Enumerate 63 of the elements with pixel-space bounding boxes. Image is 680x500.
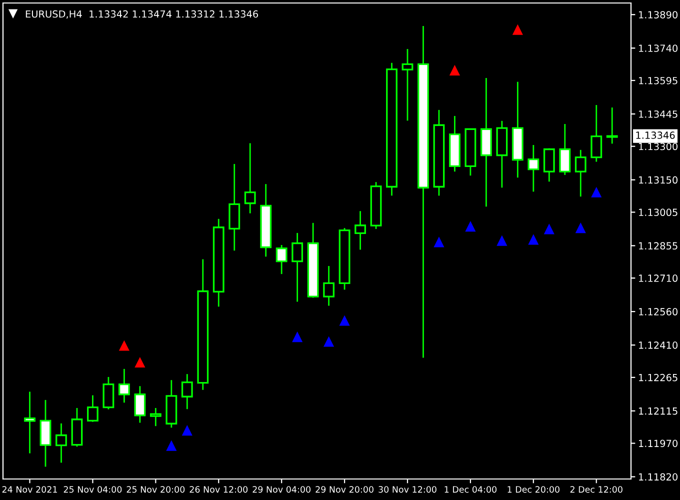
y-tick-label: 1.13150 (639, 176, 678, 184)
y-tick-label: 1.12560 (639, 308, 678, 316)
point (497, 236, 507, 246)
candlestick (244, 142, 256, 214)
candlestick (292, 232, 304, 302)
x-tick-label: 25 Nov 20:00 (126, 486, 185, 493)
candlestick (87, 394, 98, 423)
y-tick-label: 1.13740 (639, 44, 678, 52)
point (182, 426, 192, 436)
y-tick-label: 1.11820 (639, 473, 678, 481)
candlestick (402, 48, 414, 122)
point (340, 316, 350, 326)
x-tick-label: 30 Nov 12:00 (378, 486, 436, 493)
candlestick (574, 149, 586, 198)
point (292, 332, 302, 342)
text: 1.13346 (636, 132, 675, 139)
candlestick (528, 144, 540, 192)
candlestick (150, 407, 162, 427)
candlestick (102, 376, 114, 410)
x-tick-label: 29 Nov 20:00 (316, 486, 374, 493)
y-tick-label: 1.13005 (639, 208, 678, 216)
x-tick-label: 24 Nov 2021 (2, 486, 57, 493)
x-tick-label: 26 Nov 12:00 (190, 486, 248, 493)
point (544, 224, 554, 234)
candlestick (354, 210, 366, 250)
y-tick-label: 1.13445 (639, 110, 678, 118)
point (135, 358, 145, 368)
point (512, 25, 523, 35)
candlestick (543, 148, 555, 182)
candlestick (134, 385, 146, 424)
candlestick (24, 391, 36, 454)
x-tick-label: 2 Dec 12:00 (570, 486, 622, 493)
point (592, 188, 602, 198)
text: EURUSD,H4 1.13342 1.13474 1.13312 1.13346 (26, 10, 258, 19)
candlestick (118, 368, 130, 404)
point (324, 337, 334, 347)
y-tick-label: 1.13890 (639, 11, 678, 18)
y-tick-label: 1.12115 (639, 407, 678, 415)
point (576, 223, 586, 234)
candlestick (56, 422, 67, 464)
y-tick-label: 1.11970 (639, 440, 678, 448)
point (528, 235, 538, 245)
candlestick (181, 373, 193, 410)
candlestick (276, 244, 288, 275)
x-tick-label: 1 Dec 04:00 (444, 486, 497, 493)
candlestick (559, 123, 571, 176)
point (166, 441, 176, 451)
y-tick-label: 1.13595 (639, 76, 678, 84)
point (119, 341, 130, 351)
point (466, 222, 476, 232)
x-tick-label: 29 Nov 04:00 (252, 486, 310, 493)
candlestick (606, 106, 618, 144)
y-tick-label: 1.13300 (639, 142, 678, 150)
point (434, 237, 444, 248)
y-tick-label: 1.12855 (639, 242, 678, 250)
point (450, 66, 460, 76)
y-tick-label: 1.12410 (639, 342, 678, 349)
candlestick (590, 104, 602, 162)
x-tick-label: 25 Nov 04:00 (64, 486, 122, 493)
y-tick-label: 1.12265 (639, 374, 678, 382)
y-tick-label: 1.12710 (639, 274, 678, 282)
candlestick (323, 265, 335, 306)
x-tick-label: 1 Dec 20:00 (508, 486, 560, 493)
